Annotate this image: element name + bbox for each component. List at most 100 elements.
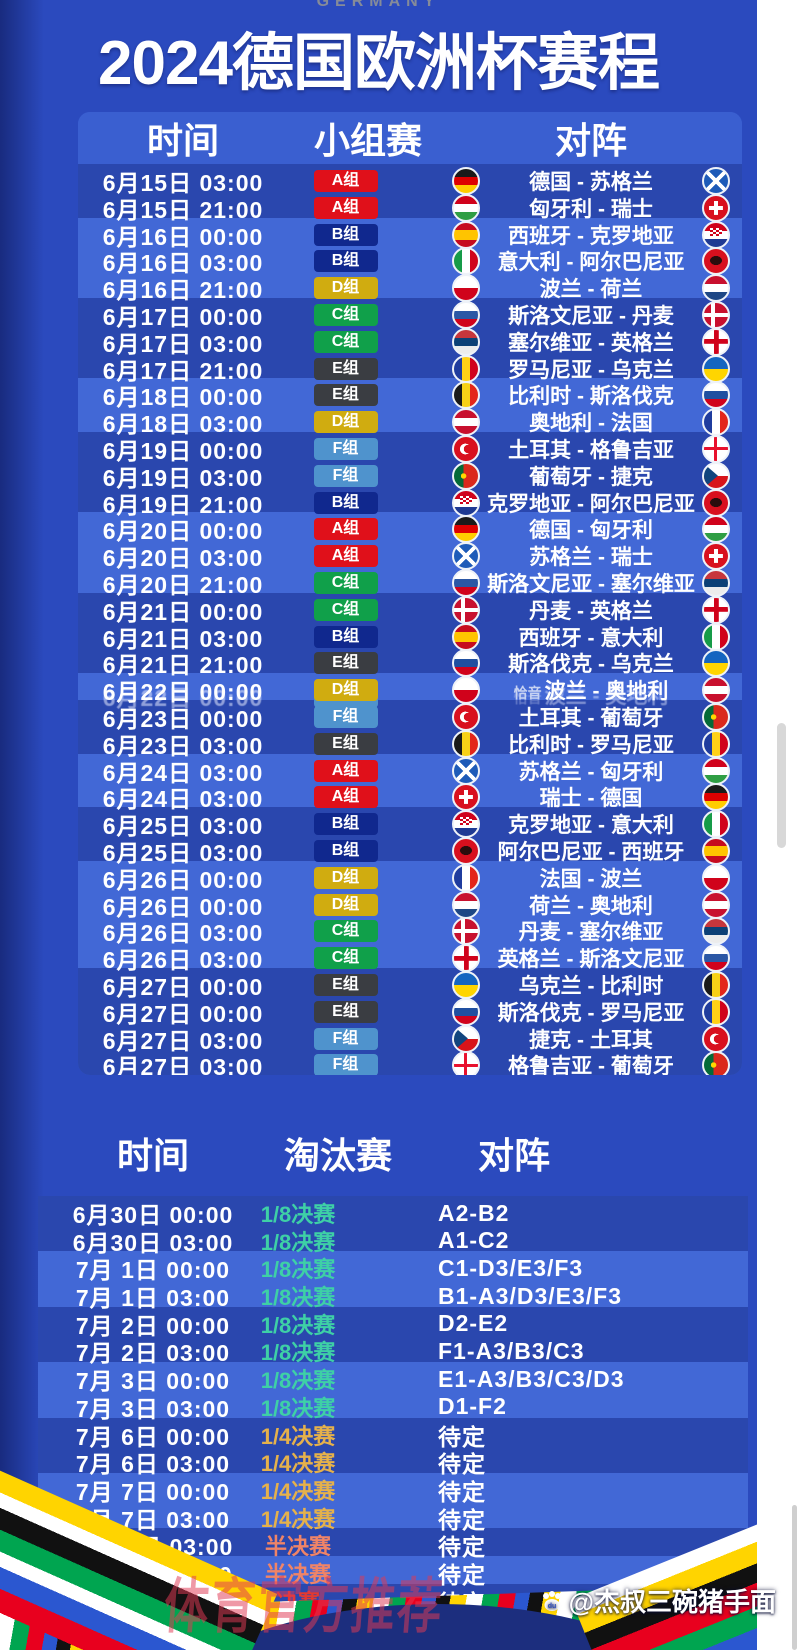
scrollbar-thumb[interactable] [777, 723, 786, 848]
flag-georgia-icon [702, 434, 730, 463]
group-match-row: 6月27日 03:00 F组 捷克 - 土耳其 [78, 1021, 742, 1054]
matchup-label: 苏格兰 - 瑞士 [529, 546, 653, 570]
group-match-row: 6月16日 03:00 B组 意大利 - 阿尔巴尼亚 [78, 244, 742, 276]
euro2024-schedule-poster: GERMANY 2024德国欧洲杯赛程 时间 小组赛 对阵 6月15日 03:0… [0, 0, 757, 1650]
group-badge: A组 [313, 545, 378, 568]
matchup-label: 克罗地亚 - 意大利 [508, 814, 674, 838]
flag-turkey-icon [452, 702, 480, 731]
match-time: 6月19日 21:00 [102, 491, 264, 518]
flag-denmark-icon [452, 595, 480, 624]
group-match-row: 6月20日 21:00 C组 斯洛文尼亚 - 塞尔维亚 [78, 565, 742, 598]
match-time: 6月27日 00:00 [102, 1000, 264, 1027]
matchup-label: 待定 [438, 1534, 486, 1561]
knockout-table-body: 6月30日 00:00 1/8决赛 A2-B2 6月30日 03:00 1/8决… [38, 1196, 748, 1616]
group-match-row: 6月26日 00:00 D组 法国 - 波兰 [78, 860, 742, 893]
match-time: 7月 6日 00:00 [75, 1423, 231, 1450]
matchup-label: 西班牙 - 克罗地亚 [508, 224, 674, 248]
matchup-label: 待定 [438, 1506, 486, 1533]
flag-denmark-icon [702, 300, 730, 329]
group-badge: B组 [313, 491, 378, 514]
group-match-row: 6月15日 21:00 A组 匈牙利 - 瑞士 [78, 190, 742, 223]
flag-germany-icon [702, 783, 730, 812]
match-time: 6月24日 03:00 [102, 786, 264, 813]
group-badge: E组 [313, 732, 378, 755]
matchup-label: 待定 [438, 1451, 486, 1478]
matchup-label: 待定 [438, 1423, 486, 1450]
match-time: 7月 2日 03:00 [75, 1340, 231, 1367]
match-time: 6月25日 03:00 [102, 839, 264, 866]
match-time: 6月24日 03:00 [102, 759, 264, 786]
flag-hungary-icon [452, 193, 480, 222]
group-match-row: 6月25日 03:00 B组 阿尔巴尼亚 - 西班牙 [78, 833, 742, 866]
matchup-label: D2-E2 [438, 1310, 509, 1337]
knockout-stage-label: 半决赛 [264, 1561, 331, 1587]
match-time: 6月23日 00:00 [102, 705, 264, 732]
flag-serbia-icon [702, 568, 730, 597]
flag-england-icon [452, 944, 480, 973]
page-right-margin [757, 0, 800, 1650]
group-badge: F组 [313, 705, 378, 728]
matchup-label: A2-B2 [438, 1199, 510, 1226]
match-time: 7月 3日 03:00 [75, 1395, 231, 1422]
flag-romania-icon [702, 729, 730, 758]
group-match-row: 6月22日 00:00 D组 恰音 波兰 - 奥地利 [78, 673, 742, 705]
group-match-row: 6月19日 00:00 F组 土耳其 - 格鲁吉亚 [78, 431, 742, 464]
matchup-label: 克罗地亚 - 阿尔巴尼亚 [487, 492, 695, 516]
matchup-label: 比利时 - 罗马尼亚 [508, 733, 674, 757]
group-match-row: 6月17日 00:00 C组 斯洛文尼亚 - 丹麦 [78, 297, 742, 330]
matchup-label: B1-A3/D3/E3/F3 [438, 1282, 623, 1309]
matchup-label: 丹麦 - 塞尔维亚 [518, 921, 664, 945]
germany-label: GERMANY [316, 0, 441, 10]
group-badge: F组 [313, 437, 378, 460]
group-stage-table: 时间 小组赛 对阵 6月15日 03:00 A组 德国 - 苏格兰 6月15日 … [78, 112, 742, 1076]
matchup-label: 待定 [438, 1478, 486, 1505]
column-header-matchup: 对阵 [478, 1135, 551, 1176]
scrollbar-thumb-secondary[interactable] [792, 1505, 797, 1650]
matchup-label: 捷克 - 土耳其 [529, 1028, 653, 1052]
match-time: 6月16日 03:00 [102, 250, 264, 277]
flag-slovenia-icon [452, 300, 480, 329]
matchup-label: 格鲁吉亚 - 葡萄牙 [508, 1055, 674, 1076]
group-badge: F组 [313, 1027, 378, 1050]
matchup-label: 苏格兰 - 匈牙利 [518, 760, 664, 784]
knockout-stage-label: 1/8决赛 [260, 1368, 336, 1394]
baidu-paw-icon: du [542, 1590, 561, 1611]
match-time: 7月 3日 00:00 [75, 1368, 231, 1395]
flag-belgium-icon [452, 381, 480, 410]
knockout-match-row: 7月 6日 00:00 1/4决赛 待定 [38, 1417, 748, 1450]
group-match-row: 6月18日 00:00 E组 比利时 - 斯洛伐克 [78, 378, 742, 410]
match-time: 6月26日 00:00 [102, 866, 264, 893]
group-match-row: 6月19日 03:00 F组 葡萄牙 - 捷克 [78, 458, 742, 491]
flag-hungary-icon [702, 756, 730, 785]
knockout-match-row: 7月 2日 00:00 1/8决赛 D2-E2 [38, 1306, 748, 1339]
flag-ukraine-icon [452, 970, 480, 999]
match-time: 7月 1日 03:00 [75, 1285, 231, 1312]
flag-portugal-icon [452, 461, 480, 490]
group-match-row: 6月21日 00:00 C组 丹麦 - 英格兰 [78, 592, 742, 625]
knockout-table-header: 时间 淘汰赛 对阵 [38, 1118, 748, 1188]
group-badge: D组 [313, 679, 378, 702]
matchup-label: 待定 [438, 1561, 486, 1588]
flag-albania-icon [702, 488, 730, 517]
flag-ukraine-icon [702, 649, 730, 678]
flag-poland-icon [702, 863, 730, 892]
flag-italy-icon [702, 622, 730, 651]
corner-watermark-text: @杰叔三碗猪手面 [568, 1587, 776, 1617]
group-badge: F组 [313, 1054, 378, 1076]
knockout-stage-label: 1/8决赛 [260, 1395, 336, 1421]
flag-scotland-icon [702, 167, 730, 195]
knockout-match-row: 7月 7日 03:00 1/4决赛 待定 [38, 1500, 748, 1533]
group-badge: B组 [313, 839, 378, 862]
flag-romania-icon [452, 354, 480, 383]
match-time: 6月20日 03:00 [102, 545, 264, 572]
matchup-label: 丹麦 - 英格兰 [529, 599, 653, 623]
matchup-label: 斯洛文尼亚 - 塞尔维亚 [487, 572, 695, 596]
matchup-label: A1-C2 [438, 1227, 510, 1254]
match-time: 6月27日 03:00 [102, 1027, 264, 1054]
match-time: 6月20日 21:00 [102, 571, 264, 598]
match-time: 6月22日 00:00 [102, 679, 264, 706]
knockout-stage-label: 1/4决赛 [260, 1423, 336, 1449]
match-time: 6月25日 03:00 [102, 813, 264, 840]
flag-croatia-icon [452, 810, 480, 839]
flag-czechia-icon [452, 1024, 480, 1053]
